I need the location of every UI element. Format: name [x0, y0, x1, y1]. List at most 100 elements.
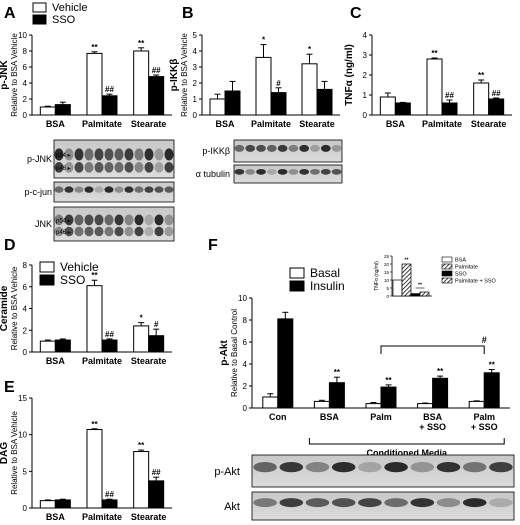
x-tick-label: Stearate [131, 119, 167, 129]
blot-band [310, 144, 320, 152]
blot-band [54, 162, 64, 173]
significance-mark: ## [152, 468, 161, 477]
blot-band [84, 162, 94, 173]
y-axis-label: p-JNK [0, 60, 10, 90]
significance-mark: ** [91, 43, 98, 52]
bar [101, 339, 118, 353]
bar [148, 335, 165, 353]
blot-band [305, 498, 330, 508]
blot-band [84, 214, 94, 226]
significance-mark: * [262, 36, 266, 45]
blot-band [154, 186, 164, 193]
y-tick-label: 2 [363, 71, 368, 80]
y-tick-label: 2 [243, 382, 248, 391]
blot-band [305, 462, 330, 473]
blot-label: p-IKKβ [202, 146, 230, 156]
blot-band [124, 162, 134, 173]
blot-band [436, 462, 461, 473]
significance-mark: ** [91, 420, 98, 429]
x-tick-label: Stearate [471, 119, 507, 129]
blot-band [310, 168, 320, 175]
y-tick-label: 2 [193, 79, 198, 88]
bar [133, 451, 150, 509]
x-tick-label: BSA [46, 119, 66, 129]
blot-band [489, 462, 513, 473]
significance-mark: ** [385, 376, 392, 385]
x-tick-label: Con [269, 412, 287, 422]
bar [148, 76, 165, 116]
blot-band [94, 186, 104, 193]
blot-band [277, 168, 288, 175]
blot-label: p-Akt [214, 466, 240, 478]
inset-legend-label: BSA [455, 258, 466, 264]
blot-band [164, 148, 174, 161]
significance-mark: ** [91, 271, 98, 280]
blot-band [245, 144, 256, 152]
blot-band [164, 186, 174, 193]
blot-band [253, 498, 277, 508]
significance-mark: ## [105, 85, 114, 94]
blot-band [124, 186, 134, 193]
blot-band [462, 498, 487, 508]
bar [394, 102, 411, 116]
legend-label: SSO [52, 14, 76, 26]
blot-strip [53, 206, 175, 242]
blot-strip [53, 181, 175, 203]
panel-d-chart: 0 2 4 6 8 Ceramide Relative to BSA Vehicle BSA *… [0, 260, 172, 366]
significance-mark: ** [437, 367, 444, 376]
inset-y-tick-label: 5 [386, 286, 389, 291]
blot-band [144, 226, 154, 237]
inset-bar [410, 293, 421, 297]
blot-band [331, 498, 356, 508]
inset-y-label: TNFα (ng/ml) [374, 261, 380, 291]
x-tick-label: BSA [386, 119, 406, 129]
significance-mark: ## [152, 66, 161, 75]
panel-f-inset-chart: 0 5 10 15 20 25 TNFα (ng/ml) ** ** BSAPalmitateSS… [374, 254, 497, 299]
bar [301, 63, 318, 116]
panel-letter-a: A [4, 5, 16, 22]
y-axis-sublabel: Relative to Basal Control [230, 309, 239, 397]
blot-band [74, 214, 84, 226]
blot-label: p-c-jun [24, 187, 52, 197]
significance-bracket [380, 345, 485, 354]
x-tick-label: BSA [46, 512, 66, 522]
blot-band [114, 148, 124, 161]
y-tick-label: 4 [23, 79, 28, 88]
inset-legend-label: SSO [455, 272, 467, 278]
blot-band [94, 226, 104, 237]
bar [316, 88, 333, 116]
blot-band [154, 148, 164, 161]
bar [488, 98, 505, 116]
y-tick-label: 3 [363, 51, 368, 60]
legend-label: SSO [60, 273, 85, 287]
blot-band [94, 148, 104, 161]
x-tick-label: Palmitate [82, 512, 122, 522]
y-tick-label: 1 [193, 95, 198, 104]
bar [133, 50, 150, 116]
x-tick-label: Stearate [131, 512, 167, 522]
bar [224, 90, 241, 116]
panel-e-chart: 0 5 10 15 DAG Relative to BSA Vehicle BSA ** ## P… [0, 394, 172, 522]
y-tick-label: 6 [243, 338, 248, 347]
inset-significance-mark: ** [405, 258, 409, 264]
y-tick-label: 4 [363, 31, 368, 40]
x-tick-label: Stearate [131, 356, 167, 366]
blot-band [104, 148, 114, 161]
y-tick-label: 10 [18, 31, 27, 40]
blot-band [410, 498, 435, 508]
blot-band [84, 226, 94, 237]
y-axis-label: TNFα (ng/ml) [344, 44, 355, 106]
legend-swatch [39, 274, 55, 286]
y-tick-label: 2 [23, 326, 28, 335]
inset-y-tick-label: 15 [384, 270, 390, 275]
bar [54, 104, 71, 116]
y-axis-label: p-IKKβ [169, 59, 180, 92]
blot-band [144, 162, 154, 173]
blot-band [266, 168, 277, 175]
blot-band [124, 148, 134, 161]
y-tick-label: 0 [193, 111, 198, 120]
bar [255, 56, 272, 116]
inset-y-tick-label: 0 [386, 294, 389, 299]
blot-band [74, 226, 84, 237]
legend-swatch [32, 2, 47, 13]
